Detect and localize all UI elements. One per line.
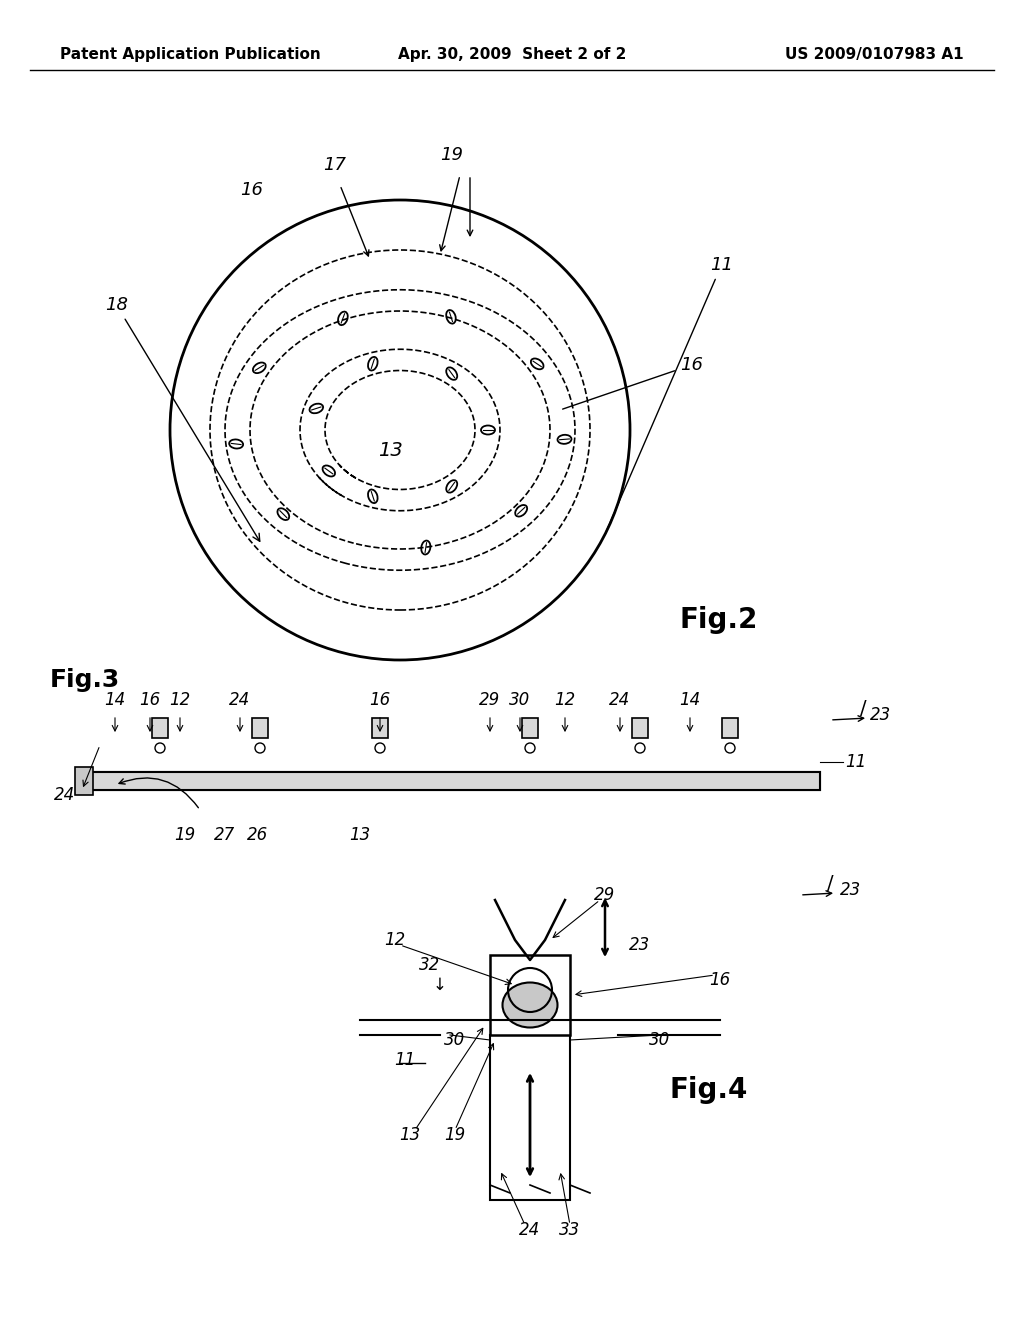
Bar: [90, 772, 820, 789]
Bar: [490, 1035, 570, 1200]
Text: 18: 18: [105, 296, 260, 541]
Text: 24: 24: [229, 690, 251, 709]
Text: 23: 23: [870, 706, 891, 723]
Text: 16: 16: [370, 690, 390, 709]
Text: 24: 24: [609, 690, 631, 709]
Text: Patent Application Publication: Patent Application Publication: [60, 48, 321, 62]
Text: 13: 13: [378, 441, 402, 459]
FancyBboxPatch shape: [90, 772, 820, 789]
Text: 12: 12: [554, 690, 575, 709]
Bar: [522, 718, 538, 738]
Text: 17: 17: [323, 156, 346, 174]
Text: Fig.3: Fig.3: [50, 668, 120, 692]
Text: 30: 30: [444, 1031, 466, 1049]
Bar: [490, 954, 570, 1035]
Text: ↓: ↓: [433, 975, 446, 994]
Text: 24: 24: [519, 1221, 541, 1239]
Text: /: /: [860, 700, 866, 718]
Text: /: /: [827, 874, 834, 894]
Text: Apr. 30, 2009  Sheet 2 of 2: Apr. 30, 2009 Sheet 2 of 2: [397, 48, 627, 62]
Text: 14: 14: [104, 690, 126, 709]
Text: 30: 30: [649, 1031, 671, 1049]
Text: 30: 30: [509, 690, 530, 709]
Text: 29: 29: [479, 690, 501, 709]
Text: Fig.4: Fig.4: [670, 1076, 749, 1104]
Text: 26: 26: [248, 826, 268, 843]
Ellipse shape: [503, 982, 557, 1027]
Text: 13: 13: [349, 826, 371, 843]
Text: 16: 16: [240, 181, 263, 199]
Text: 33: 33: [559, 1221, 581, 1239]
Bar: [632, 718, 648, 738]
Bar: [152, 718, 168, 738]
Text: 19: 19: [174, 826, 196, 843]
Text: 23: 23: [630, 936, 650, 954]
Text: 19: 19: [444, 1126, 466, 1144]
Text: Fig.2: Fig.2: [680, 606, 759, 634]
Text: 23: 23: [840, 880, 861, 899]
Text: 14: 14: [679, 690, 700, 709]
Text: 12: 12: [384, 931, 406, 949]
Text: 11: 11: [845, 752, 866, 771]
Bar: [75, 767, 93, 795]
Bar: [372, 718, 388, 738]
Text: 12: 12: [169, 690, 190, 709]
Text: 11: 11: [394, 1051, 416, 1069]
Text: 24: 24: [54, 785, 76, 804]
Bar: [722, 718, 738, 738]
Text: 19: 19: [440, 147, 463, 164]
Text: 13: 13: [399, 1126, 421, 1144]
Text: 16: 16: [562, 356, 703, 409]
Text: 16: 16: [139, 690, 161, 709]
Text: 27: 27: [214, 826, 236, 843]
Text: US 2009/0107983 A1: US 2009/0107983 A1: [785, 48, 964, 62]
Text: 32: 32: [420, 956, 440, 974]
Text: 29: 29: [594, 886, 615, 904]
Bar: [252, 718, 268, 738]
Text: 11: 11: [606, 256, 733, 532]
Text: 16: 16: [710, 972, 731, 989]
